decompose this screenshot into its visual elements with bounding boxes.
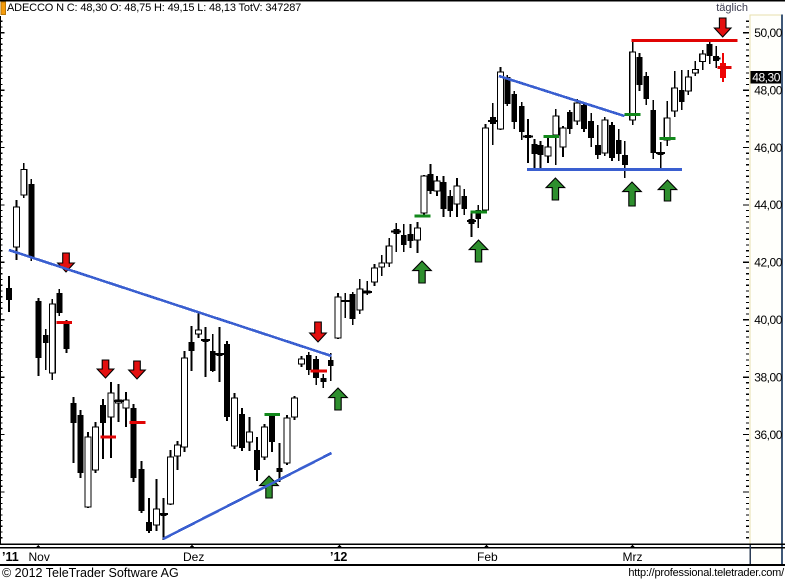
svg-text:Nov: Nov <box>29 550 50 564</box>
svg-text:täglich: täglich <box>716 2 748 14</box>
svg-text:’12: ’12 <box>330 550 347 564</box>
svg-text:38,00: 38,00 <box>754 370 783 384</box>
svg-text:© 2012 TeleTrader Software AG: © 2012 TeleTrader Software AG <box>2 566 179 580</box>
svg-text:44,00: 44,00 <box>754 198 783 212</box>
svg-text:Feb: Feb <box>477 550 498 564</box>
svg-text:40,00: 40,00 <box>754 313 783 327</box>
svg-text:ADECCO N C: 48,30 O: 48,75 H:: ADECCO N C: 48,30 O: 48,75 H: 49,15 L: 4… <box>7 2 301 14</box>
svg-text:48,00: 48,00 <box>754 83 783 97</box>
svg-text:’11: ’11 <box>2 550 19 564</box>
svg-text:Dez: Dez <box>183 550 204 564</box>
svg-text:Mrz: Mrz <box>623 550 643 564</box>
svg-text:http://professional.teletrader: http://professional.teletrader.com/ <box>628 567 785 579</box>
svg-text:36,00: 36,00 <box>754 428 783 442</box>
svg-text:50,00: 50,00 <box>754 26 783 40</box>
svg-text:48,30: 48,30 <box>752 71 781 85</box>
svg-text:46,00: 46,00 <box>754 141 783 155</box>
svg-text:42,00: 42,00 <box>754 256 783 270</box>
